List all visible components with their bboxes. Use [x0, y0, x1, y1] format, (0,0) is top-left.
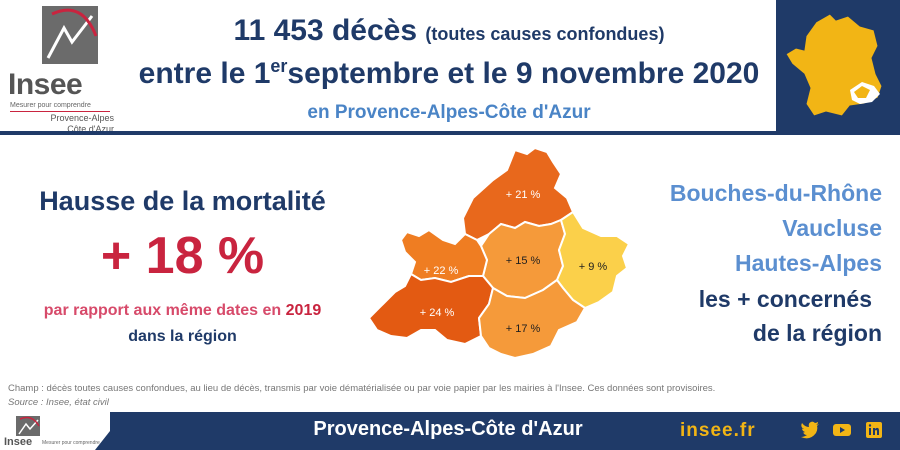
- footer-insee-logo[interactable]: Insee Mesurer pour comprendre: [2, 416, 102, 450]
- map-bouches-du-rhone: [367, 272, 495, 346]
- logo-tagline: Mesurer pour comprendre: [10, 102, 91, 109]
- linkedin-icon[interactable]: [864, 421, 884, 439]
- dept-vaucluse: Vaucluse: [782, 215, 882, 241]
- paca-map: + 21 % + 15 % + 9 % + 22 % + 24 % + 17 %: [367, 146, 631, 360]
- footer-region-title: Provence-Alpes-Côte d'Azur: [313, 418, 583, 440]
- map-alpes-maritimes: [555, 210, 631, 310]
- comparison-text: par rapport aux même dates en 2019: [0, 302, 365, 320]
- scope-note: Champ : décès toutes causes confondues, …: [8, 383, 716, 394]
- footer-logo-tagline: Mesurer pour comprendre: [42, 440, 100, 446]
- header-bar: [0, 0, 900, 134]
- youtube-icon[interactable]: [832, 421, 852, 439]
- map-label-alpes-maritimes: + 9 %: [579, 261, 608, 273]
- comparison-scope: dans la région: [128, 328, 237, 345]
- insee-logo-mark: [42, 6, 98, 64]
- map-label-bdr: + 24 %: [420, 307, 455, 319]
- title-period-b: septembre et le 9 novembre 2020: [287, 57, 760, 90]
- footer-wedge: [95, 412, 125, 450]
- comparison-year: 2019: [285, 302, 322, 319]
- mortality-heading: Hausse de la mortalité: [39, 186, 326, 216]
- footer-bar: [110, 412, 900, 450]
- title-period-a: entre le 1: [138, 57, 271, 90]
- mortality-value: + 18 %: [100, 227, 265, 285]
- title-causes: (toutes causes confondues): [425, 24, 665, 44]
- map-label-vaucluse: + 22 %: [424, 265, 459, 277]
- france-map-icon: [785, 13, 883, 117]
- footer-logo-name: Insee: [4, 436, 33, 448]
- comparison-text-a: par rapport aux même dates en: [43, 302, 282, 319]
- france-map-box: [776, 0, 900, 131]
- logo-region-line2: Côte d'Azur: [67, 124, 114, 134]
- map-var: [477, 278, 587, 360]
- logo-name: Insee: [8, 68, 83, 101]
- dept-bouches-du-rhone: Bouches-du-Rhône: [669, 180, 882, 206]
- header-title: 11 453 décès (toutes causes confondues) …: [125, 0, 773, 130]
- footer-website-link[interactable]: insee.fr: [680, 420, 756, 441]
- header-divider: [0, 131, 900, 135]
- dept-hautes-alpes: Hautes-Alpes: [735, 250, 882, 276]
- logo-divider: [10, 111, 110, 112]
- title-region: en Provence-Alpes-Côte d'Azur: [307, 102, 591, 123]
- title-line2: entre le 1erseptembre et le 9 novembre 2…: [125, 56, 773, 91]
- title-line1: 11 453 décès (toutes causes confondues): [125, 14, 773, 48]
- title-deaths: 11 453 décès: [233, 14, 418, 47]
- map-label-var: + 17 %: [506, 323, 541, 335]
- insee-logo[interactable]: Insee Mesurer pour comprendre Provence-A…: [6, 6, 116, 134]
- source-note: Source : Insee, état civil: [8, 397, 109, 408]
- map-label-alpes-hp: + 15 %: [506, 255, 541, 267]
- footer-logo-mark: [16, 416, 40, 436]
- most-affected-label: les + concernés: [698, 286, 872, 312]
- twitter-icon[interactable]: [800, 421, 820, 439]
- logo-region-line1: Provence-Alpes: [50, 113, 114, 123]
- title-period-sup: er: [270, 56, 288, 76]
- region-label: de la région: [752, 320, 882, 346]
- map-label-hautes-alpes: + 21 %: [506, 189, 541, 201]
